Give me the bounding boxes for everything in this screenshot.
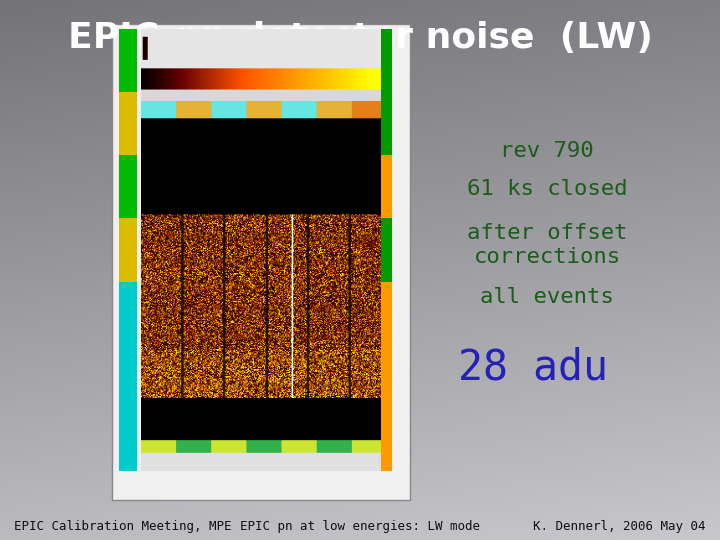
Text: EPIC-pn detector noise  (LW): EPIC-pn detector noise (LW): [68, 21, 652, 55]
Text: all events: all events: [480, 287, 614, 307]
Text: EPIC pn at low energies: LW mode: EPIC pn at low energies: LW mode: [240, 520, 480, 533]
Text: 61 ks closed: 61 ks closed: [467, 179, 627, 199]
Bar: [119, 345, 137, 408]
Bar: [119, 29, 137, 92]
Text: after offset: after offset: [467, 223, 627, 244]
Text: corrections: corrections: [474, 247, 621, 267]
Bar: [119, 219, 137, 281]
Bar: [380, 281, 392, 345]
Bar: [380, 156, 392, 219]
Text: 28 adu: 28 adu: [458, 346, 608, 388]
Text: rev 790: rev 790: [500, 141, 594, 161]
Bar: [380, 408, 392, 471]
Bar: [119, 281, 137, 345]
Text: EPIC Calibration Meeting, MPE: EPIC Calibration Meeting, MPE: [14, 520, 232, 533]
Bar: [380, 345, 392, 408]
Bar: [119, 408, 137, 471]
Text: K. Dennerl, 2006 May 04: K. Dennerl, 2006 May 04: [533, 520, 706, 533]
Bar: [380, 92, 392, 156]
Bar: [119, 92, 137, 156]
Bar: [119, 156, 137, 219]
Bar: [380, 219, 392, 281]
Bar: [112, 24, 410, 500]
Bar: [380, 29, 392, 92]
